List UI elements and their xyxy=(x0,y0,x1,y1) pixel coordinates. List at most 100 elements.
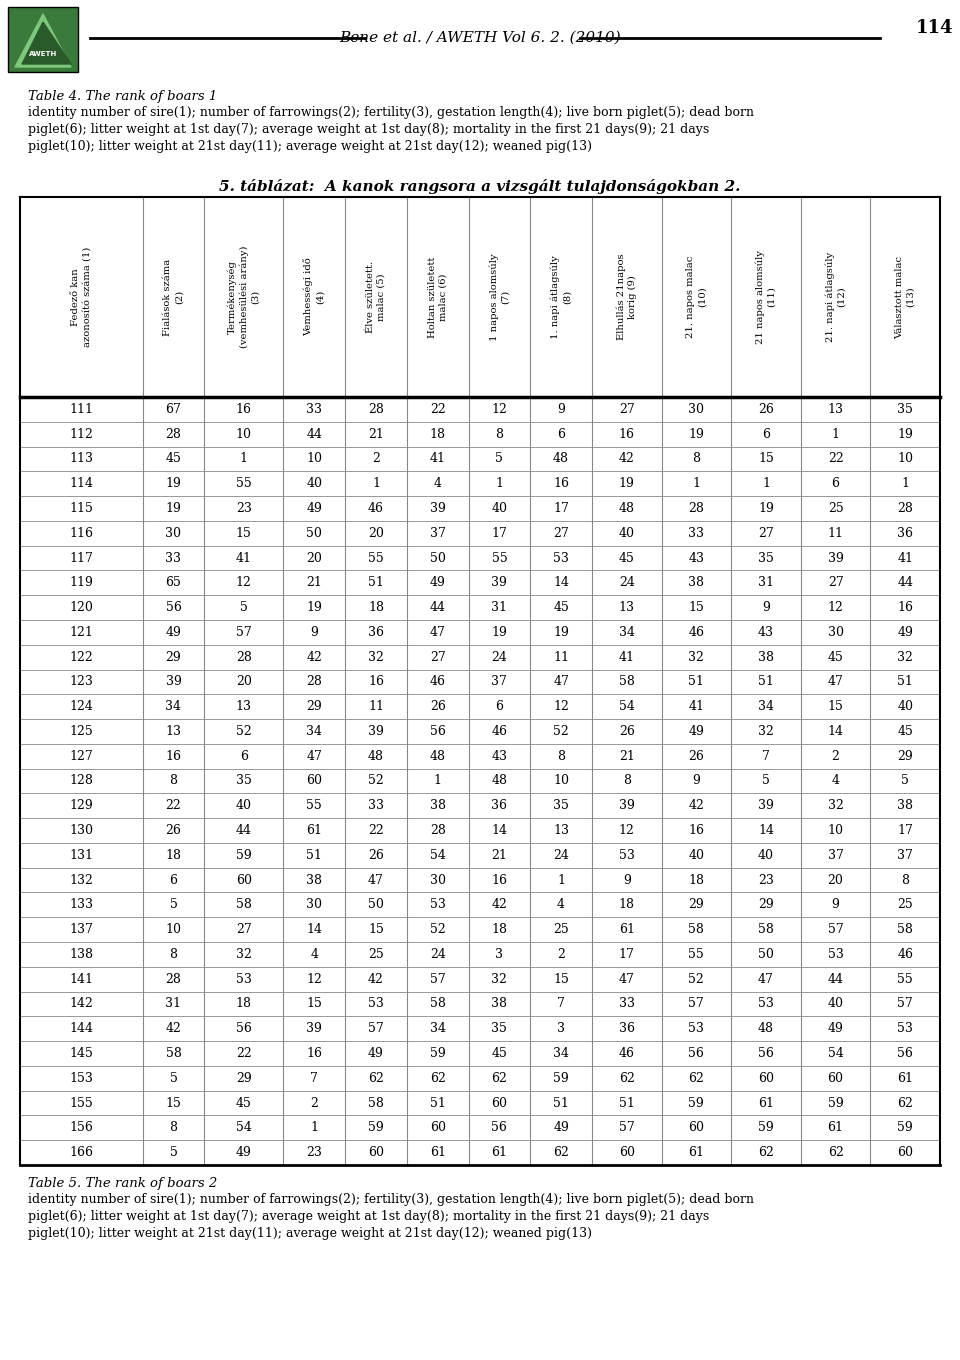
Text: 61: 61 xyxy=(492,1146,508,1159)
Text: 7: 7 xyxy=(310,1072,318,1085)
Text: 37: 37 xyxy=(430,526,445,540)
Text: 12: 12 xyxy=(619,824,635,836)
Text: 54: 54 xyxy=(828,1047,844,1059)
Text: 38: 38 xyxy=(758,650,774,664)
Text: 34: 34 xyxy=(758,700,774,713)
Text: 46: 46 xyxy=(898,948,913,962)
Text: 57: 57 xyxy=(430,972,445,986)
Text: 29: 29 xyxy=(688,899,705,911)
Text: 39: 39 xyxy=(430,502,445,515)
Text: 17: 17 xyxy=(619,948,635,962)
Text: 5: 5 xyxy=(170,1146,178,1159)
Text: 58: 58 xyxy=(898,923,913,936)
Text: 46: 46 xyxy=(430,676,445,688)
Text: 16: 16 xyxy=(553,477,569,490)
Text: 1: 1 xyxy=(692,477,701,490)
Text: 32: 32 xyxy=(368,650,384,664)
Text: 28: 28 xyxy=(165,972,181,986)
Text: Table 4. The rank of boars 1: Table 4. The rank of boars 1 xyxy=(28,90,217,103)
Text: 16: 16 xyxy=(492,873,508,887)
Text: 62: 62 xyxy=(430,1072,445,1085)
Text: 57: 57 xyxy=(236,626,252,639)
Text: 28: 28 xyxy=(165,427,181,441)
Text: 112: 112 xyxy=(69,427,93,441)
Text: 38: 38 xyxy=(688,577,705,589)
Text: 39: 39 xyxy=(165,676,181,688)
Text: 8: 8 xyxy=(170,774,178,787)
Text: 18: 18 xyxy=(492,923,508,936)
Text: 15: 15 xyxy=(828,700,844,713)
Text: 5: 5 xyxy=(495,453,503,465)
Text: 11: 11 xyxy=(368,700,384,713)
Text: 59: 59 xyxy=(828,1096,844,1110)
Text: 47: 47 xyxy=(430,626,445,639)
Text: 47: 47 xyxy=(368,873,384,887)
Text: 6: 6 xyxy=(240,749,248,763)
Text: 30: 30 xyxy=(430,873,445,887)
Text: 28: 28 xyxy=(236,650,252,664)
Text: 138: 138 xyxy=(69,948,93,962)
Text: 34: 34 xyxy=(306,725,323,738)
Text: 15: 15 xyxy=(236,526,252,540)
Text: 18: 18 xyxy=(368,601,384,615)
Text: 32: 32 xyxy=(688,650,705,664)
Text: 19: 19 xyxy=(619,477,635,490)
Text: 27: 27 xyxy=(828,577,844,589)
Text: 13: 13 xyxy=(619,601,635,615)
Text: 8: 8 xyxy=(495,427,503,441)
Text: 40: 40 xyxy=(688,849,705,862)
Text: 33: 33 xyxy=(165,552,181,564)
Text: 8: 8 xyxy=(170,1122,178,1134)
Text: 1: 1 xyxy=(240,453,248,465)
Text: 32: 32 xyxy=(898,650,913,664)
Text: 29: 29 xyxy=(165,650,181,664)
Text: 8: 8 xyxy=(623,774,631,787)
Text: 59: 59 xyxy=(553,1072,569,1085)
Polygon shape xyxy=(15,14,71,67)
Text: 19: 19 xyxy=(688,427,705,441)
Text: 17: 17 xyxy=(492,526,507,540)
Text: 60: 60 xyxy=(619,1146,635,1159)
Text: 56: 56 xyxy=(898,1047,913,1059)
Text: Elhullás 21napos
korig (9): Elhullás 21napos korig (9) xyxy=(616,254,637,340)
Text: 137: 137 xyxy=(69,923,93,936)
Text: 49: 49 xyxy=(368,1047,384,1059)
Text: 30: 30 xyxy=(688,403,705,416)
Text: 51: 51 xyxy=(758,676,774,688)
Text: 32: 32 xyxy=(492,972,507,986)
Text: 37: 37 xyxy=(898,849,913,862)
Text: 42: 42 xyxy=(165,1023,181,1035)
Text: 4: 4 xyxy=(557,899,565,911)
Text: 20: 20 xyxy=(828,873,844,887)
Text: 62: 62 xyxy=(619,1072,635,1085)
Text: 62: 62 xyxy=(368,1072,384,1085)
Text: 42: 42 xyxy=(492,899,507,911)
Text: 1: 1 xyxy=(762,477,770,490)
Text: 60: 60 xyxy=(898,1146,913,1159)
Text: 60: 60 xyxy=(758,1072,774,1085)
Text: 42: 42 xyxy=(619,453,635,465)
Text: 117: 117 xyxy=(69,552,93,564)
Text: 4: 4 xyxy=(434,477,442,490)
Text: 54: 54 xyxy=(430,849,445,862)
Text: 52: 52 xyxy=(553,725,569,738)
Text: 21 napos alomsúly
(11): 21 napos alomsúly (11) xyxy=(756,250,777,344)
Text: 35: 35 xyxy=(492,1023,507,1035)
Text: 47: 47 xyxy=(758,972,774,986)
Text: 60: 60 xyxy=(430,1122,445,1134)
Text: 47: 47 xyxy=(828,676,844,688)
Text: 9: 9 xyxy=(310,626,318,639)
Text: 166: 166 xyxy=(69,1146,93,1159)
Text: 113: 113 xyxy=(69,453,93,465)
Text: 21: 21 xyxy=(306,577,323,589)
Text: 47: 47 xyxy=(553,676,569,688)
Text: 33: 33 xyxy=(368,800,384,812)
Text: 25: 25 xyxy=(553,923,569,936)
Text: 48: 48 xyxy=(492,774,508,787)
Text: 21: 21 xyxy=(492,849,507,862)
Text: 25: 25 xyxy=(828,502,844,515)
Text: 10: 10 xyxy=(553,774,569,787)
Text: 4: 4 xyxy=(831,774,840,787)
Text: 5: 5 xyxy=(240,601,248,615)
Text: 43: 43 xyxy=(492,749,508,763)
